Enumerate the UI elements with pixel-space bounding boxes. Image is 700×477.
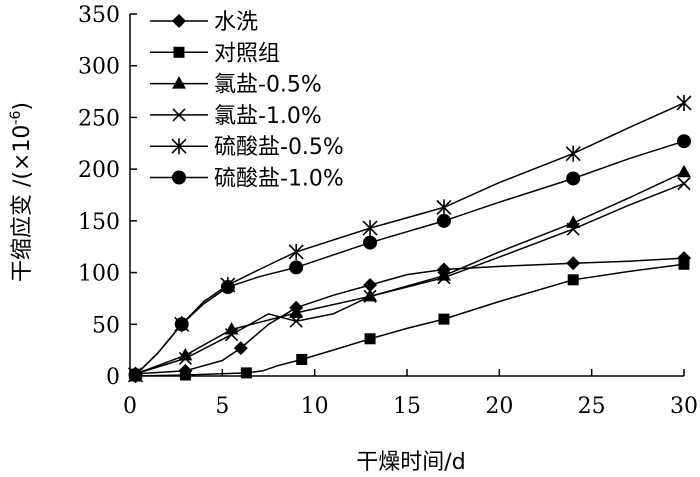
data-point <box>566 215 581 228</box>
data-point <box>240 367 252 379</box>
y-tick-label: 100 <box>78 262 120 287</box>
legend-marker <box>172 170 186 185</box>
series-layer <box>127 94 692 383</box>
data-point <box>677 134 691 149</box>
legend-marker <box>172 108 186 122</box>
legend-label: 对照组 <box>214 41 280 66</box>
data-point <box>128 367 143 382</box>
y-tick-label: 250 <box>78 106 120 131</box>
series-line <box>135 171 685 375</box>
data-point <box>678 258 690 270</box>
y-tick-label: 300 <box>78 55 120 80</box>
data-point <box>363 289 377 303</box>
legend-entry: 氯盐-1.0% <box>150 104 322 129</box>
legend-marker <box>172 76 186 89</box>
data-point <box>233 341 248 356</box>
x-tick-label: 20 <box>485 394 513 419</box>
legend-label: 水洗 <box>214 10 258 35</box>
y-axis-title-close: ) <box>10 102 35 111</box>
data-point <box>174 317 189 332</box>
data-point <box>296 353 308 365</box>
legend-entry: 氯盐-0.5% <box>150 73 322 98</box>
data-point <box>566 256 581 271</box>
legend-label: 硫酸盐-1.0% <box>214 167 344 192</box>
data-point <box>363 277 378 292</box>
data-point <box>566 171 581 186</box>
data-point <box>437 271 451 285</box>
series-1 <box>128 251 691 381</box>
data-point <box>363 235 378 250</box>
y-axis-title: 干缩应变 /(×10-6) <box>8 102 35 282</box>
x-tick-label: 15 <box>393 394 421 419</box>
data-point <box>178 351 192 365</box>
y-tick-label: 0 <box>106 365 120 390</box>
data-point <box>567 274 579 286</box>
legend-marker <box>172 14 186 28</box>
x-axis-title: 干燥时间/d <box>356 450 465 475</box>
legend-entry: 硫酸盐-0.5% <box>150 135 344 160</box>
data-point <box>677 177 691 191</box>
x-tick-label: 0 <box>123 394 137 419</box>
data-point <box>364 333 376 345</box>
legend-entry: 硫酸盐-1.0% <box>150 167 344 192</box>
y-tick-label: 350 <box>78 3 120 28</box>
data-point <box>288 243 304 260</box>
series-3 <box>128 164 691 379</box>
y-tick-label: 200 <box>78 158 120 183</box>
series-line <box>135 182 685 375</box>
data-point <box>436 199 452 216</box>
y-tick-label: 50 <box>92 313 120 338</box>
y-tick-label: 150 <box>78 210 120 235</box>
x-tick-label: 5 <box>215 394 229 419</box>
data-point <box>677 164 691 178</box>
data-point <box>565 145 581 162</box>
data-point <box>289 305 304 318</box>
y-axis-title-main: 干缩应变 /(×10 <box>10 125 35 282</box>
data-point <box>436 268 451 281</box>
data-point <box>362 220 378 237</box>
data-point <box>436 213 451 228</box>
series-line <box>135 263 685 377</box>
data-point <box>438 313 450 325</box>
legend-entry: 水洗 <box>150 10 258 35</box>
legend-label: 氯盐-1.0% <box>214 104 322 129</box>
data-point <box>179 369 191 381</box>
legend-marker <box>171 138 187 155</box>
x-tick-label: 10 <box>301 394 329 419</box>
data-point <box>225 328 239 342</box>
legend-marker <box>173 46 185 58</box>
data-point <box>289 260 304 275</box>
data-point <box>566 222 580 236</box>
legend-entry: 对照组 <box>150 41 280 66</box>
x-tick-label: 30 <box>670 394 698 419</box>
data-point <box>676 94 692 111</box>
data-point <box>289 314 303 328</box>
x-tick-label: 25 <box>578 394 606 419</box>
y-axis-title-exponent: -6 <box>8 111 24 125</box>
series-6 <box>128 134 691 382</box>
legend-label: 硫酸盐-0.5% <box>214 135 344 160</box>
axes: 0 50 100 150 200 250 300 350 0 5 10 15 20 25 30 <box>78 3 698 419</box>
series-line <box>135 257 685 375</box>
data-point <box>220 280 235 295</box>
legend-label: 氯盐-0.5% <box>214 73 322 98</box>
